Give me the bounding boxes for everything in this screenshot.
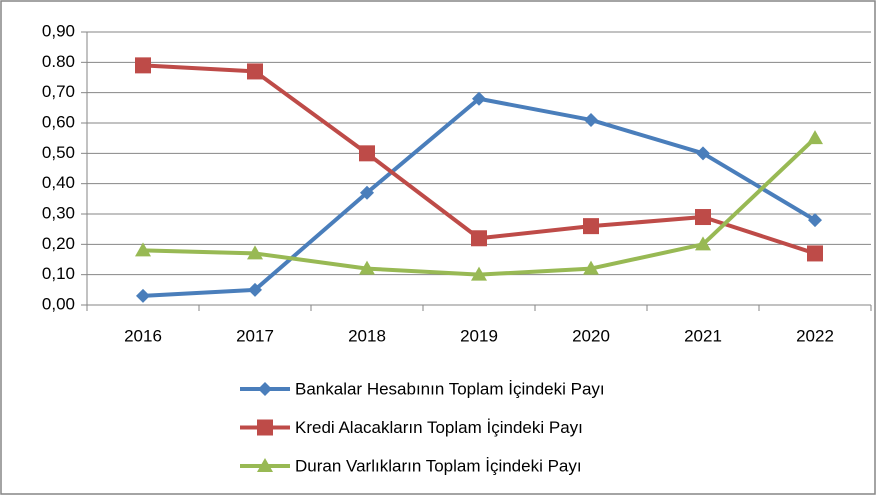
marker xyxy=(472,91,486,106)
y-tick-label: 0,00 xyxy=(42,294,75,313)
legend-label: Bankalar Hesabının Toplam İçindeki Payı xyxy=(295,379,605,398)
marker xyxy=(248,282,262,297)
marker xyxy=(360,185,374,200)
marker xyxy=(696,146,710,161)
marker xyxy=(359,145,375,162)
y-tick-label: 0,50 xyxy=(42,143,75,162)
x-tick-label: 2018 xyxy=(348,326,386,345)
x-tick-label: 2022 xyxy=(796,326,834,345)
marker xyxy=(808,213,822,228)
y-tick-label: 0,20 xyxy=(42,234,75,253)
x-tick-label: 2021 xyxy=(684,326,722,345)
y-tick-label: 0,60 xyxy=(42,112,75,131)
marker xyxy=(807,130,823,145)
legend-marker xyxy=(258,382,272,396)
marker xyxy=(247,245,263,260)
x-tick-label: 2019 xyxy=(460,326,498,345)
x-tick-label: 2017 xyxy=(236,326,274,345)
marker xyxy=(471,266,487,281)
marker xyxy=(695,209,711,226)
y-tick-label: 0.80 xyxy=(42,52,75,71)
legend-label: Kredi Alacakların Toplam İçindeki Payı xyxy=(295,418,583,437)
y-tick-label: 0,40 xyxy=(42,173,75,192)
y-tick-label: 0,30 xyxy=(42,203,75,222)
marker xyxy=(583,260,599,275)
marker xyxy=(471,230,487,247)
marker xyxy=(359,260,375,275)
marker xyxy=(135,242,151,257)
marker xyxy=(247,63,263,80)
marker xyxy=(583,218,599,235)
marker xyxy=(695,236,711,251)
marker xyxy=(807,245,823,262)
x-tick-label: 2020 xyxy=(572,326,610,345)
legend-marker xyxy=(257,458,273,472)
legend-label: Duran Varlıkların Toplam İçindeki Payı xyxy=(295,456,582,475)
x-tick-label: 2016 xyxy=(124,326,162,345)
marker xyxy=(584,112,598,127)
y-tick-label: 0,70 xyxy=(42,82,75,101)
legend-marker xyxy=(257,419,273,436)
marker xyxy=(135,57,151,74)
y-tick-label: 0,10 xyxy=(42,264,75,283)
marker xyxy=(136,288,150,303)
y-tick-label: 0,90 xyxy=(42,21,75,40)
